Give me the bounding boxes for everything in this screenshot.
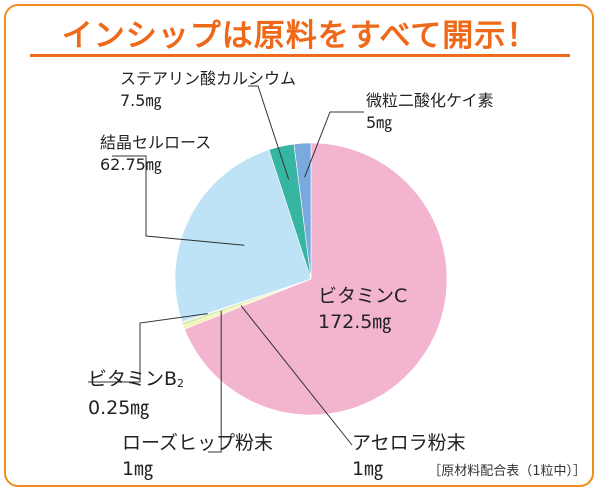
label-cellulose: 結晶セルロース 62.75㎎ xyxy=(100,132,211,176)
leader-line xyxy=(112,155,245,246)
leader-line xyxy=(208,310,222,453)
leader-line xyxy=(88,313,208,383)
label-silicon-dioxide-value: 5㎎ xyxy=(366,113,393,132)
label-acerola-name: アセロラ粉末 xyxy=(352,432,466,454)
leader-line xyxy=(240,305,353,446)
label-vitamin-c: ビタミンC 172.5㎎ xyxy=(318,283,407,335)
pie-slice xyxy=(174,149,312,323)
label-rosehip-value: 1㎎ xyxy=(122,458,154,480)
page-title: インシップは原料をすべて開示！ xyxy=(61,18,539,54)
pie-slice xyxy=(293,142,312,280)
title-underline xyxy=(30,54,570,57)
label-vitamin-b2-name: ビタミンB xyxy=(88,368,178,390)
label-silicon-dioxide-name: 微粒二酸化ケイ素 xyxy=(366,91,494,110)
label-vitamin-b2: ビタミンB2 0.25㎎ xyxy=(88,366,184,421)
label-rosehip-name: ローズヒップ粉末 xyxy=(122,432,274,454)
label-vitamin-b2-value: 0.25㎎ xyxy=(88,397,150,419)
leader-line xyxy=(304,111,364,178)
label-acerola: アセロラ粉末 1㎎ xyxy=(352,430,466,482)
leader-line xyxy=(248,85,290,180)
label-calcium-stearate-value: 7.5㎎ xyxy=(120,91,162,110)
label-acerola-value: 1㎎ xyxy=(352,458,384,480)
label-vitamin-c-name: ビタミンC xyxy=(318,285,408,307)
label-cellulose-value: 62.75㎎ xyxy=(100,155,162,174)
label-calcium-stearate: ステアリン酸カルシウム 7.5㎎ xyxy=(120,68,296,112)
formulation-note: ［原材料配合表（1粒中）］ xyxy=(428,464,586,479)
label-rosehip: ローズヒップ粉末 1㎎ xyxy=(122,430,273,482)
label-vitamin-c-value: 172.5㎎ xyxy=(318,311,392,333)
pie-slice xyxy=(184,142,448,416)
label-silicon-dioxide: 微粒二酸化ケイ素 5㎎ xyxy=(366,90,494,134)
frame-border xyxy=(4,4,594,487)
label-vitamin-b2-subscript: 2 xyxy=(177,377,185,390)
label-cellulose-name: 結晶セルロース xyxy=(100,133,212,152)
label-calcium-stearate-name: ステアリン酸カルシウム xyxy=(120,69,297,88)
label-vitamin-b2-name-row: ビタミンB2 xyxy=(88,366,184,395)
